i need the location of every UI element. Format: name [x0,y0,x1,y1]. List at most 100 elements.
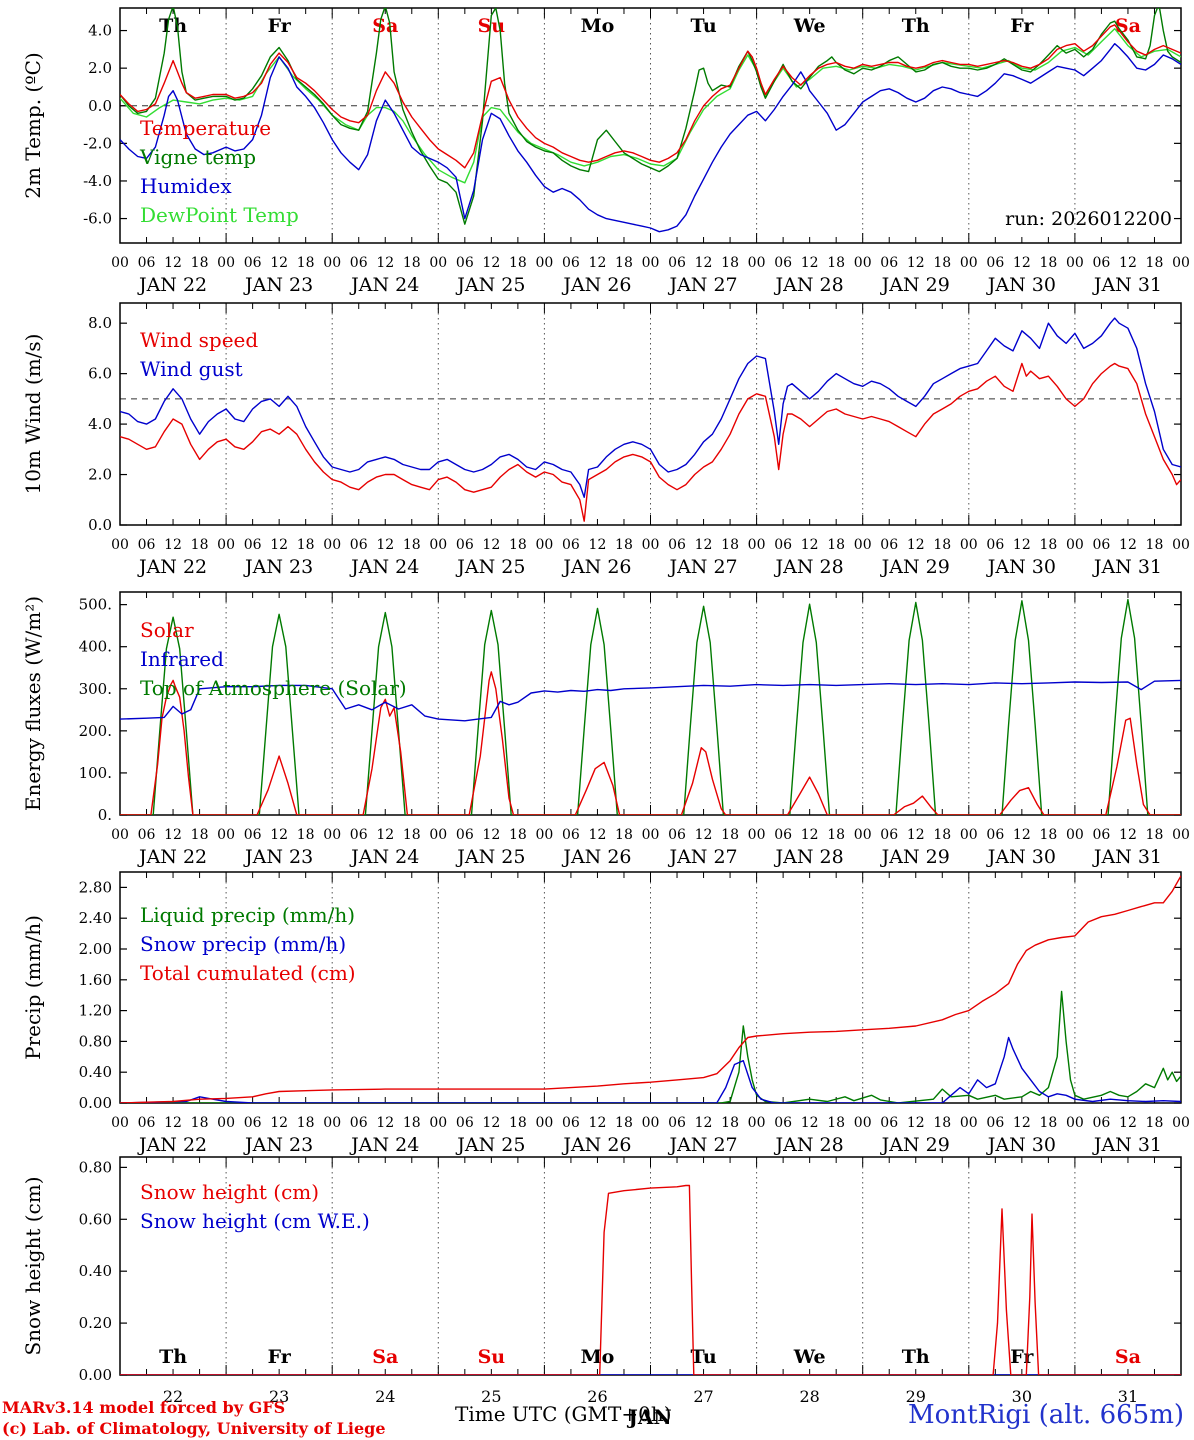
legend-item: Infrared [140,647,224,671]
total-cumulated-cm--series [120,875,1181,1103]
hour-label: 18 [509,827,527,843]
hour-label: 06 [880,537,898,553]
hour-label: 00 [323,255,341,271]
y-tick-label: 2.0 [88,466,112,484]
hour-label: 18 [615,1115,633,1131]
hour-label: 12 [270,1115,288,1131]
y-tick-label: 8.0 [88,314,112,332]
hour-label: 12 [1013,255,1031,271]
date-label: JAN 31 [1092,1134,1162,1156]
hour-label: 00 [217,1115,235,1131]
hour-label: 00 [1172,255,1190,271]
date-label: JAN 22 [137,1134,207,1156]
hour-label: 00 [217,827,235,843]
hour-label: 06 [1093,537,1111,553]
hour-label: 18 [1146,1115,1164,1131]
hour-label: 12 [482,1115,500,1131]
hour-label: 00 [642,537,660,553]
hour-label: 18 [1039,255,1057,271]
date-label: JAN 23 [243,1134,313,1156]
panel-wind: 8.0 6.0 4.0 2.0 0.0 00 06 12 18 JAN 22 00 06 12 18 JAN… [21,302,1190,578]
y-tick-label: 6.0 [88,365,112,383]
date-label: JAN 30 [986,846,1056,868]
y-tick-label: 300. [79,680,112,698]
hour-label: 12 [695,537,713,553]
hour-label: 00 [960,827,978,843]
hour-label: 18 [1039,1115,1057,1131]
hour-label: 06 [456,827,474,843]
day-number-label: 27 [693,1387,713,1406]
date-label: JAN 22 [137,274,207,296]
hour-label: 12 [376,827,394,843]
hour-label: 00 [748,827,766,843]
day-name-label: Mo [581,1346,615,1368]
month-label: JAN [626,1405,671,1429]
panel-energy: 500. 400. 300. 200. 100. 0. 00 06 12 18 JAN 22 00 06… [21,591,1190,868]
footer-lab-credit: (c) Lab. of Climatology, University of L… [2,1419,386,1438]
date-label: JAN 23 [243,274,313,296]
day-number-label: 29 [906,1387,926,1406]
temperature-series [120,24,1181,169]
y-tick-label: 400. [79,638,112,656]
y-tick-label: 1.20 [79,1002,112,1020]
hour-label: 12 [482,255,500,271]
series-snow [120,1184,1181,1375]
hour-label: 12 [482,827,500,843]
y-tick-label: -2.0 [83,134,112,152]
hour-label: 18 [297,1115,315,1131]
hour-label: 12 [164,827,182,843]
date-label: JAN 27 [667,556,737,578]
hour-label: 18 [1039,827,1057,843]
day-name-label: Th [902,1346,930,1368]
day-name-label: Mo [581,15,615,37]
date-label: JAN 30 [986,274,1056,296]
day-name-label: Tu [690,15,716,37]
hour-label: 00 [1066,255,1084,271]
hour-label: 00 [111,827,129,843]
hour-label: 00 [748,255,766,271]
hour-label: 12 [376,255,394,271]
hour-label: 12 [801,1115,819,1131]
hour-label: 18 [933,827,951,843]
hour-label: 06 [1093,827,1111,843]
y-tick-label: -6.0 [83,210,112,228]
date-label: JAN 26 [561,846,631,868]
hour-label: 12 [1013,827,1031,843]
y-axis-title: Snow height (cm) [21,1176,45,1355]
hour-label: 12 [164,537,182,553]
hour-label: 00 [217,255,235,271]
day-name-label: Tu [690,1346,716,1368]
day-number-label: 31 [1118,1387,1138,1406]
y-tick-label: 4.0 [88,22,112,40]
y-tick-label: 1.60 [79,971,112,989]
hour-label: 06 [138,537,156,553]
date-label: JAN 22 [137,556,207,578]
solar-series [120,671,1181,815]
panel-snow: 0.80 0.60 0.40 0.20 0.00 22 23 24 25 26 27 28 29 30 31… [21,1156,1182,1429]
series-wind [120,317,1181,522]
hour-label: 12 [270,537,288,553]
day-name-label: Th [159,1346,187,1368]
day-name-label: Th [159,15,187,37]
hour-label: 06 [668,827,686,843]
date-label: JAN 29 [880,274,950,296]
legend-item: Total cumulated (cm) [140,961,356,985]
hour-label: 06 [138,255,156,271]
date-label: JAN 30 [986,556,1056,578]
day-number-label: 23 [269,1387,289,1406]
legend-item: Liquid precip (mm/h) [140,903,355,927]
y-tick-label: 2.40 [79,909,112,927]
day-name-label: Fr [268,15,292,37]
hour-label: 06 [1093,255,1111,271]
hour-label: 00 [535,255,553,271]
hour-label: 18 [721,537,739,553]
legend-item: Solar [140,618,194,642]
hour-label: 00 [111,1115,129,1131]
date-label: JAN 24 [349,274,419,296]
date-label: JAN 28 [774,274,844,296]
hour-label: 12 [695,827,713,843]
y-tick-label: -4.0 [83,172,112,190]
day-number-label: 22 [163,1387,183,1406]
date-label: JAN 27 [667,1134,737,1156]
date-label: JAN 27 [667,274,737,296]
